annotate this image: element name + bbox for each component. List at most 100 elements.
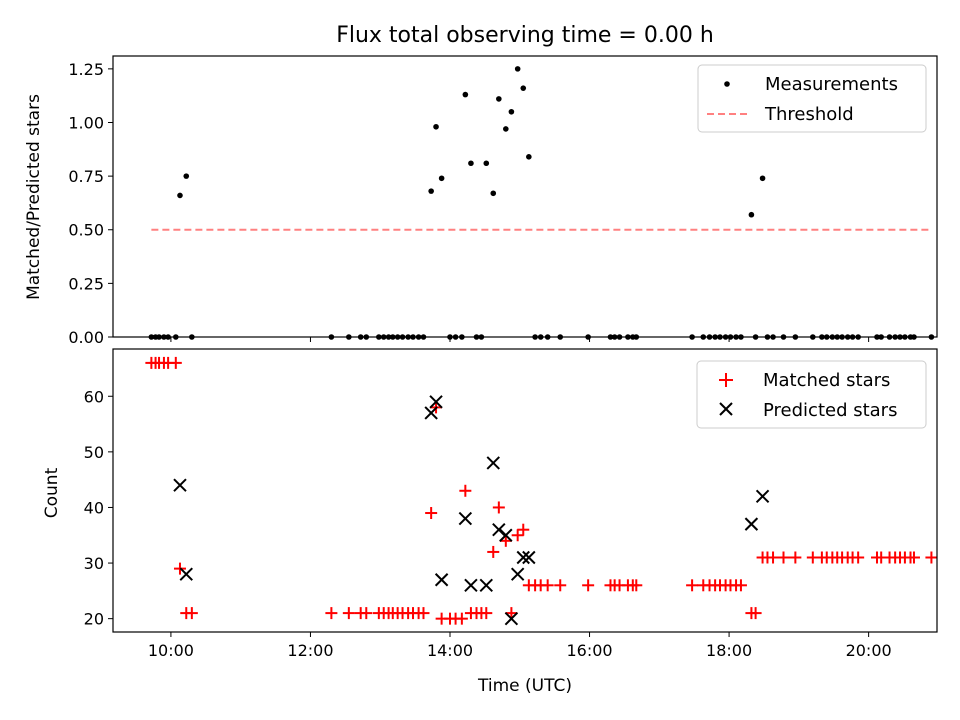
measurements-point xyxy=(462,91,469,98)
matched-stars-point xyxy=(499,534,512,547)
measurements-point xyxy=(526,154,532,160)
matched-stars-point xyxy=(686,579,699,592)
bottom-legend-box xyxy=(696,360,927,429)
matched-stars-point xyxy=(342,607,355,620)
matched-stars-point xyxy=(455,612,468,625)
measurements-point xyxy=(496,96,502,102)
top-y-tick-label: 0.00 xyxy=(68,328,104,347)
matched-stars-point xyxy=(325,607,338,620)
bottom-x-tick-label: 20:00 xyxy=(846,641,892,660)
measurements-point xyxy=(177,192,183,199)
matched-stars-point xyxy=(630,579,643,592)
bottom-axes-frame xyxy=(112,348,938,633)
matched-stars-point xyxy=(852,551,865,564)
matched-stars-point xyxy=(789,551,802,564)
matched-stars-point xyxy=(505,607,518,620)
measurements-point xyxy=(514,66,521,72)
predicted-stars-point xyxy=(516,550,530,565)
measurements-point xyxy=(183,173,190,179)
predicted-stars-point xyxy=(434,573,449,587)
chart-title: Flux total observing time = 0.00 h xyxy=(336,23,714,48)
top-legend: Measurements Threshold xyxy=(697,64,927,133)
top-y-ticks: 0.00 0.25 0.50 0.75 1.00 1.25 xyxy=(68,60,113,347)
bottom-x-ticks: 10:00 12:00 14:00 16:00 18:00 20:00 xyxy=(148,632,892,660)
matched-stars-point xyxy=(459,484,472,497)
measurements-point xyxy=(433,123,439,130)
predicted-stars-point xyxy=(492,522,506,537)
bottom-y-ticks: 20 30 40 50 60 xyxy=(84,387,113,629)
bottom-x-tick-label: 18:00 xyxy=(706,641,752,660)
top-y-axis-label: Matched/Predicted stars xyxy=(24,94,44,300)
matched-stars-point xyxy=(480,607,493,620)
matched-stars-point xyxy=(185,607,198,620)
predicted-stars-point xyxy=(499,528,513,542)
measurements-point xyxy=(438,175,445,182)
predicted-stars-point xyxy=(173,478,187,492)
matched-stars-point xyxy=(749,607,762,620)
flux-ratio-panel: Flux total observing time = 0.00 h Match… xyxy=(24,23,938,347)
matched-stars-point xyxy=(487,545,500,558)
predicted-stars-point xyxy=(479,578,493,593)
bottom-legend: Matched stars Predicted stars xyxy=(696,360,927,429)
bottom-x-tick-label: 14:00 xyxy=(427,641,473,660)
top-y-tick-label: 1.25 xyxy=(68,60,104,79)
predicted-stars-point xyxy=(510,567,525,581)
bottom-x-tick-label: 12:00 xyxy=(287,641,333,660)
predicted-stars-point xyxy=(429,395,443,409)
measurements-point xyxy=(520,85,527,91)
legend-matched-marker xyxy=(719,373,733,387)
legend-threshold-label: Threshold xyxy=(764,104,854,125)
bottom-y-tick-label: 30 xyxy=(84,554,104,573)
predicted-stars-point xyxy=(522,550,536,565)
legend-measurements-label: Measurements xyxy=(765,74,898,95)
legend-predicted-label: Predicted stars xyxy=(763,400,897,421)
measurements-point xyxy=(508,108,515,115)
bottom-y-tick-label: 20 xyxy=(84,610,104,629)
legend-matched-label: Matched stars xyxy=(763,370,890,391)
bottom-series xyxy=(145,356,938,626)
matched-stars-point xyxy=(554,579,567,592)
matched-stars-point xyxy=(517,523,530,536)
measurements-point xyxy=(759,175,766,182)
measurements-point xyxy=(748,211,755,218)
predicted-stars-point xyxy=(486,456,500,470)
matched-stars-point xyxy=(925,551,938,564)
predicted-stars-point xyxy=(464,578,478,593)
predicted-stars-point xyxy=(744,517,759,531)
bottom-x-axis-label: Time (UTC) xyxy=(477,676,572,696)
predicted-stars-point xyxy=(504,611,519,626)
measurements-point xyxy=(503,126,509,132)
matched-stars-point xyxy=(777,551,790,564)
matched-stars-point xyxy=(360,607,373,620)
matched-stars-point xyxy=(734,579,747,592)
measurements-point xyxy=(483,160,490,167)
measurements-point xyxy=(468,160,474,167)
measurements-point xyxy=(428,188,434,194)
legend-predicted-marker xyxy=(719,402,733,416)
matched-stars-point xyxy=(511,529,524,542)
measurements-point xyxy=(490,190,497,197)
matched-stars-point xyxy=(582,579,595,592)
counts-panel: Count Time (UTC) 20 30 40 50 60 10:00 12:00 14… xyxy=(42,348,938,696)
top-legend-box xyxy=(697,64,927,133)
bottom-x-tick-label: 16:00 xyxy=(566,641,612,660)
top-y-tick-label: 0.50 xyxy=(68,221,104,240)
bottom-y-tick-label: 40 xyxy=(84,498,104,517)
predicted-stars-point xyxy=(179,567,193,581)
matched-stars-point xyxy=(541,579,554,592)
legend-measurements-marker xyxy=(724,81,730,87)
top-y-tick-label: 1.00 xyxy=(68,113,104,132)
matched-stars-point xyxy=(907,551,920,564)
matched-stars-point xyxy=(767,551,780,564)
bottom-y-tick-label: 60 xyxy=(84,387,104,406)
top-y-tick-label: 0.25 xyxy=(68,274,104,293)
predicted-stars-point xyxy=(424,406,438,420)
matched-stars-point xyxy=(417,607,430,620)
top-axes-frame xyxy=(112,55,938,338)
matched-stars-point xyxy=(425,507,438,520)
matched-stars-point xyxy=(169,356,182,369)
top-y-tick-label: 0.75 xyxy=(68,167,104,186)
bottom-x-tick-label: 10:00 xyxy=(148,641,194,660)
matched-stars-point xyxy=(492,501,505,514)
